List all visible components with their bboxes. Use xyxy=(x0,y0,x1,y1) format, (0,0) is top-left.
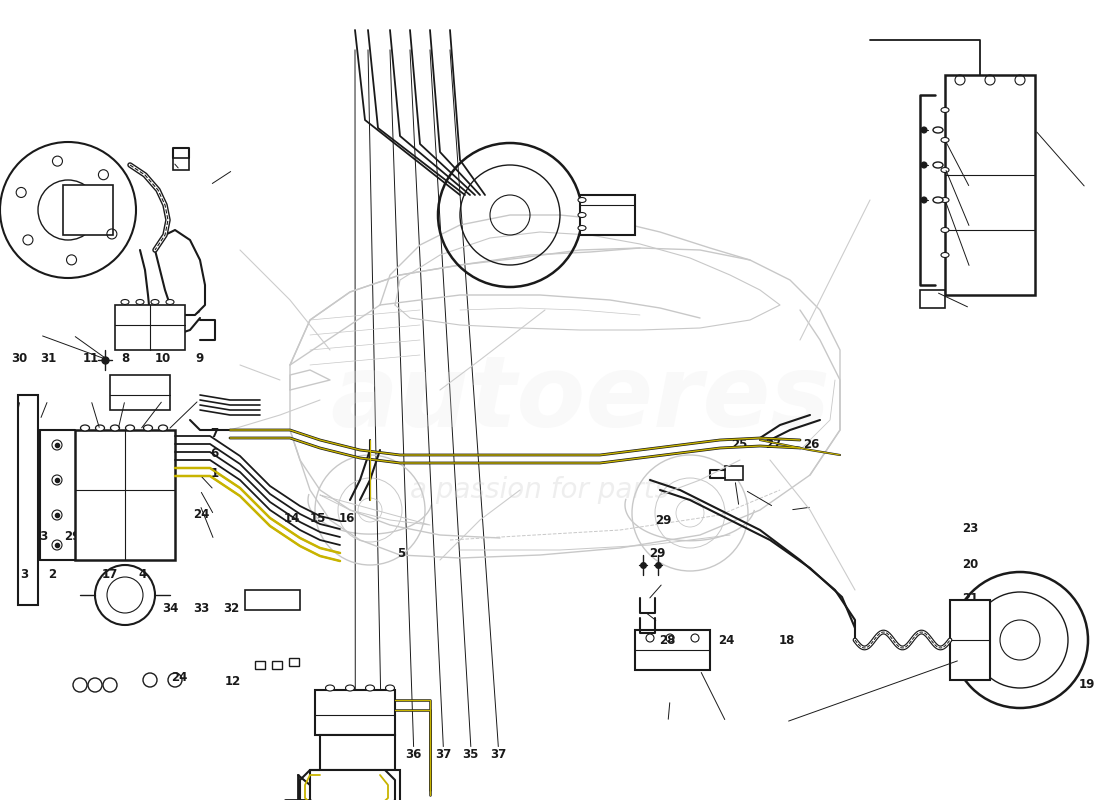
Ellipse shape xyxy=(578,198,586,202)
Text: a passion for parts: a passion for parts xyxy=(410,476,670,504)
Text: 13: 13 xyxy=(33,530,48,542)
Bar xyxy=(320,735,395,770)
Ellipse shape xyxy=(143,425,153,431)
Text: 36: 36 xyxy=(406,748,421,761)
Text: 37: 37 xyxy=(491,748,506,761)
Bar xyxy=(63,185,113,235)
Ellipse shape xyxy=(933,197,943,203)
Bar xyxy=(116,305,185,350)
Ellipse shape xyxy=(933,127,943,133)
Ellipse shape xyxy=(345,685,354,691)
Text: 33: 33 xyxy=(194,602,209,614)
Bar xyxy=(173,158,189,170)
Ellipse shape xyxy=(136,299,144,305)
Circle shape xyxy=(921,127,927,133)
Bar xyxy=(315,690,395,735)
Text: 21: 21 xyxy=(962,592,978,605)
Ellipse shape xyxy=(940,227,949,233)
Text: 15: 15 xyxy=(310,512,326,525)
Text: 12: 12 xyxy=(226,675,241,688)
Circle shape xyxy=(921,162,927,168)
Text: 10: 10 xyxy=(155,352,170,365)
Ellipse shape xyxy=(940,138,949,142)
Text: 30: 30 xyxy=(12,352,28,365)
Text: 35: 35 xyxy=(463,748,478,761)
Bar xyxy=(352,770,367,782)
Text: autoeres: autoeres xyxy=(330,351,829,449)
Bar xyxy=(75,430,175,560)
Text: 8: 8 xyxy=(121,352,130,365)
Ellipse shape xyxy=(940,167,949,173)
Bar xyxy=(374,770,389,782)
Ellipse shape xyxy=(578,226,586,230)
Bar xyxy=(580,195,635,235)
Text: 37: 37 xyxy=(436,748,451,761)
Ellipse shape xyxy=(96,425,104,431)
Ellipse shape xyxy=(110,425,120,431)
Bar xyxy=(255,661,265,669)
Text: 22: 22 xyxy=(962,626,978,638)
Text: 29: 29 xyxy=(656,514,671,526)
Ellipse shape xyxy=(940,107,949,113)
Bar xyxy=(635,630,710,670)
Text: 6: 6 xyxy=(210,447,219,460)
Bar xyxy=(110,375,170,410)
Ellipse shape xyxy=(940,253,949,258)
Text: 5: 5 xyxy=(397,547,406,560)
Text: 23: 23 xyxy=(962,522,978,534)
Bar xyxy=(950,600,990,680)
Text: 14: 14 xyxy=(284,512,299,525)
Bar xyxy=(18,395,38,605)
Bar xyxy=(310,770,400,800)
Ellipse shape xyxy=(166,299,174,305)
Text: 4: 4 xyxy=(139,568,147,581)
Text: 27: 27 xyxy=(766,438,781,451)
Ellipse shape xyxy=(385,685,395,691)
Bar xyxy=(330,770,345,782)
Text: 16: 16 xyxy=(339,512,354,525)
Text: 29: 29 xyxy=(650,547,666,560)
Text: 9: 9 xyxy=(195,352,204,365)
Bar xyxy=(725,466,742,480)
Bar xyxy=(272,661,282,669)
Ellipse shape xyxy=(578,213,586,218)
Text: 24: 24 xyxy=(718,634,734,646)
Bar xyxy=(245,590,300,610)
Text: 24: 24 xyxy=(172,671,187,684)
Ellipse shape xyxy=(326,685,334,691)
Text: 11: 11 xyxy=(84,352,99,365)
Text: 32: 32 xyxy=(223,602,239,614)
Text: 2: 2 xyxy=(47,568,56,581)
Text: 20: 20 xyxy=(962,558,978,571)
Text: 7: 7 xyxy=(351,748,360,761)
Text: 1: 1 xyxy=(210,467,219,480)
Ellipse shape xyxy=(151,299,160,305)
Circle shape xyxy=(921,197,927,203)
Text: 7: 7 xyxy=(210,427,219,440)
Text: 29: 29 xyxy=(65,530,80,542)
Bar xyxy=(920,290,945,308)
Ellipse shape xyxy=(80,425,89,431)
Ellipse shape xyxy=(125,425,134,431)
Text: 34: 34 xyxy=(163,602,178,614)
Text: 18: 18 xyxy=(779,634,794,646)
Text: 25: 25 xyxy=(732,438,747,451)
Text: 26: 26 xyxy=(804,438,820,451)
Ellipse shape xyxy=(158,425,167,431)
Text: 24: 24 xyxy=(194,508,209,521)
Ellipse shape xyxy=(121,299,129,305)
Text: 17: 17 xyxy=(102,568,118,581)
Ellipse shape xyxy=(933,162,943,168)
Ellipse shape xyxy=(940,198,949,202)
Bar xyxy=(945,75,1035,295)
Text: 3: 3 xyxy=(20,568,29,581)
Text: 19: 19 xyxy=(1079,678,1094,690)
Bar xyxy=(289,658,299,666)
Text: 28: 28 xyxy=(660,634,675,646)
Ellipse shape xyxy=(365,685,374,691)
Text: 31: 31 xyxy=(41,352,56,365)
Text: 6: 6 xyxy=(377,748,386,761)
